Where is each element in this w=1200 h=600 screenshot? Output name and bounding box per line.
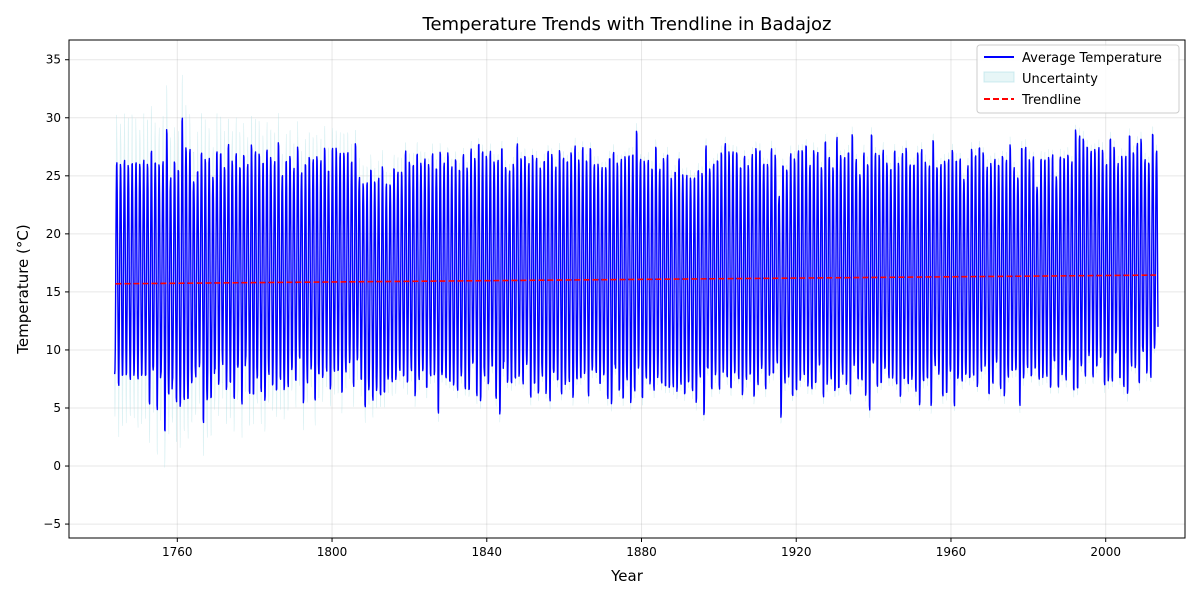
temperature-series	[113, 117, 1159, 432]
x-tick-label: 1920	[781, 545, 812, 559]
legend-frame	[976, 44, 1180, 114]
gridlines	[69, 40, 1185, 538]
average-temperature-line	[113, 117, 1159, 432]
y-tick-label: 10	[46, 343, 61, 357]
x-tick-label: 1800	[317, 545, 348, 559]
y-tick-label: 35	[46, 53, 61, 67]
legend-average-temperature-label: Average Temperature	[1022, 51, 1162, 66]
y-tick-label: 30	[46, 111, 61, 125]
y-tick-label: 20	[46, 227, 61, 241]
x-axis-ticks: 1760 1800 1840 1880 1920 1960 2000	[162, 538, 1121, 559]
legend-trendline-label: Trendline	[1021, 93, 1081, 108]
y-tick-label: 5	[53, 401, 61, 415]
x-tick-label: 1760	[162, 545, 193, 559]
legend: Average Temperature Uncertainty Trendlin…	[976, 44, 1180, 114]
trendline-line	[115, 274, 1156, 285]
plot-frame	[68, 39, 1186, 539]
y-tick-label: 15	[46, 285, 61, 299]
chart-title: Temperature Trends with Trendline in Bad…	[422, 14, 832, 35]
legend-uncertainty-swatch	[983, 71, 1015, 83]
y-tick-label: 0	[53, 459, 61, 473]
x-axis-title: Year	[610, 567, 644, 585]
x-tick-label: 1960	[936, 545, 967, 559]
x-tick-label: 1840	[472, 545, 503, 559]
y-axis-ticks: −5 0 5 10 15 20 25 30 35	[43, 53, 69, 531]
y-tick-label: −5	[43, 517, 61, 531]
trendline	[115, 274, 1156, 285]
legend-uncertainty-label: Uncertainty	[1022, 72, 1098, 87]
x-tick-label: 1880	[626, 545, 657, 559]
y-axis-title: Temperature (°C)	[14, 224, 32, 354]
x-tick-label: 2000	[1090, 545, 1121, 559]
y-tick-label: 25	[46, 169, 61, 183]
